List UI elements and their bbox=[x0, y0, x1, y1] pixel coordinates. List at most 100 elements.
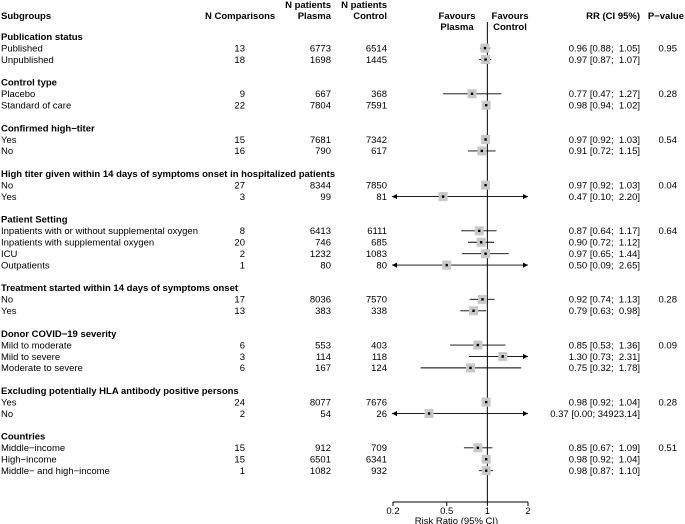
row-n-comparisons: 15 bbox=[234, 443, 245, 454]
group-title: Countries bbox=[1, 432, 45, 443]
row-n-control: 7591 bbox=[366, 101, 387, 112]
row-label: Yes bbox=[1, 306, 17, 317]
row-rr-ci: 0.96 [0.88; 1.05] bbox=[569, 43, 640, 54]
row-rr-ci: 0.75 [0.32; 1.78] bbox=[569, 363, 640, 374]
row-rr-ci: 0.37 [0.00; 34923.14] bbox=[550, 409, 640, 420]
row-label: Middle−income bbox=[1, 443, 65, 454]
group-title: Excluding potentially HLA antibody posit… bbox=[1, 386, 239, 397]
group-p-value: 0.95 bbox=[659, 43, 678, 54]
row-n-plasma: 6501 bbox=[310, 455, 331, 466]
row-label: Outpatients bbox=[1, 260, 50, 271]
row-n-control: 932 bbox=[371, 466, 387, 477]
point-estimate-dot bbox=[484, 469, 488, 472]
row-label: No bbox=[1, 180, 13, 191]
row-label: Inpatients with or without supplemental … bbox=[1, 226, 198, 237]
row-n-plasma: 1082 bbox=[310, 466, 331, 477]
row-n-control: 124 bbox=[371, 363, 387, 374]
group-title: Donor COVID−19 severity bbox=[1, 329, 117, 340]
row-n-control: 80 bbox=[376, 260, 387, 271]
header-favours-plasma-line2: Plasma bbox=[440, 22, 474, 33]
row-n-plasma: 54 bbox=[320, 409, 331, 420]
row-n-plasma: 8036 bbox=[310, 295, 331, 306]
row-n-control: 7570 bbox=[366, 295, 387, 306]
group-p-value: 0.51 bbox=[659, 443, 678, 454]
row-rr-ci: 0.92 [0.74; 1.13] bbox=[569, 295, 640, 306]
header-n-plasma-line1: N patients bbox=[285, 0, 331, 11]
point-estimate-dot bbox=[427, 412, 431, 415]
group-title: Patient Setting bbox=[1, 215, 68, 226]
row-rr-ci: 0.97 [0.92; 1.03] bbox=[569, 180, 640, 191]
row-n-plasma: 746 bbox=[315, 238, 331, 249]
point-estimate-dot bbox=[472, 309, 475, 312]
point-estimate-dot bbox=[480, 149, 484, 153]
row-n-comparisons: 2 bbox=[240, 249, 245, 260]
header-favours-control-line2: Control bbox=[493, 22, 527, 33]
row-n-comparisons: 17 bbox=[234, 295, 245, 306]
row-n-comparisons: 9 bbox=[240, 89, 245, 100]
row-rr-ci: 0.91 [0.72; 1.15] bbox=[569, 146, 640, 157]
row-n-plasma: 7681 bbox=[310, 135, 331, 146]
x-tick-label: 2 bbox=[525, 506, 530, 517]
row-n-comparisons: 16 bbox=[234, 146, 245, 157]
group-p-value: 0.28 bbox=[659, 397, 678, 408]
group-p-value: 0.54 bbox=[659, 135, 678, 146]
header-favours-control: Favours Control bbox=[485, 11, 535, 33]
point-estimate-dot bbox=[501, 355, 504, 358]
group-p-value: 0.28 bbox=[659, 295, 678, 306]
row-label: No bbox=[1, 295, 13, 306]
row-n-plasma: 6413 bbox=[310, 226, 331, 237]
group-p-value: 0.09 bbox=[659, 340, 678, 351]
row-n-comparisons: 8 bbox=[240, 226, 245, 237]
header-n-plasma-line2: Plasma bbox=[297, 11, 331, 22]
row-n-comparisons: 27 bbox=[234, 180, 245, 191]
row-rr-ci: 0.90 [0.72; 1.12] bbox=[569, 238, 640, 249]
row-n-comparisons: 1 bbox=[240, 260, 245, 271]
header-n-control: N patients Control bbox=[332, 0, 387, 22]
row-label: Mild to severe bbox=[1, 352, 60, 363]
row-rr-ci: 0.85 [0.53; 1.36] bbox=[569, 340, 640, 351]
point-estimate-dot bbox=[484, 400, 488, 404]
row-rr-ci: 0.98 [0.92; 1.04] bbox=[569, 397, 640, 408]
row-n-control: 617 bbox=[371, 146, 387, 157]
header-n-control-line1: N patients bbox=[341, 0, 387, 11]
row-rr-ci: 0.97 [0.65; 1.44] bbox=[569, 249, 640, 260]
row-n-control: 403 bbox=[371, 340, 387, 351]
point-estimate-dot bbox=[445, 263, 448, 267]
row-n-comparisons: 6 bbox=[240, 340, 245, 351]
row-label: No bbox=[1, 409, 13, 420]
header-favours-plasma-line1: Favours bbox=[438, 11, 476, 22]
group-title: Publication status bbox=[1, 32, 83, 43]
row-label: Unpublished bbox=[1, 55, 54, 66]
group-p-value: 0.04 bbox=[659, 180, 678, 191]
row-n-comparisons: 6 bbox=[240, 363, 245, 374]
row-n-plasma: 383 bbox=[315, 306, 331, 317]
row-n-control: 6514 bbox=[366, 43, 387, 54]
group-title: Treatment started within 14 days of symp… bbox=[1, 283, 239, 294]
group-title: High titer given within 14 days of sympt… bbox=[1, 169, 335, 180]
row-n-comparisons: 1 bbox=[240, 466, 245, 477]
row-rr-ci: 0.47 [0.10; 2.20] bbox=[569, 192, 640, 203]
ci-arrow-right bbox=[523, 193, 528, 200]
row-n-plasma: 1698 bbox=[310, 55, 331, 66]
group-title: Control type bbox=[1, 78, 57, 89]
row-label: Yes bbox=[1, 192, 17, 203]
row-label: No bbox=[1, 146, 13, 157]
row-n-plasma: 80 bbox=[320, 260, 331, 271]
row-rr-ci: 0.79 [0.63; 0.98] bbox=[569, 306, 640, 317]
point-estimate-dot bbox=[476, 343, 480, 347]
row-n-plasma: 8077 bbox=[310, 397, 331, 408]
point-estimate-dot bbox=[481, 298, 484, 301]
row-n-control: 1445 bbox=[366, 55, 387, 66]
row-rr-ci: 0.97 [0.92; 1.03] bbox=[569, 135, 640, 146]
row-n-plasma: 1232 bbox=[310, 249, 331, 260]
x-tick-label: 0.2 bbox=[386, 506, 399, 517]
row-n-control: 7850 bbox=[366, 180, 387, 191]
row-n-plasma: 912 bbox=[315, 443, 331, 454]
point-estimate-dot bbox=[477, 229, 481, 233]
row-n-plasma: 553 bbox=[315, 340, 331, 351]
row-n-plasma: 790 bbox=[315, 146, 331, 157]
row-n-plasma: 114 bbox=[316, 352, 331, 363]
row-n-control: 709 bbox=[371, 443, 387, 454]
point-estimate-dot bbox=[483, 46, 487, 50]
